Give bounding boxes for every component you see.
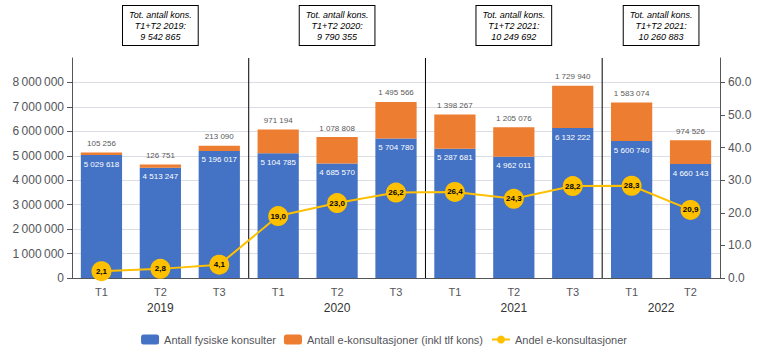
svg-text:5 029 618: 5 029 618 (84, 160, 120, 169)
svg-text:2,1: 2,1 (96, 267, 108, 276)
svg-text:T2: T2 (684, 286, 697, 298)
svg-text:1 398 267: 1 398 267 (437, 101, 473, 110)
svg-text:Tot. antall kons.: Tot. antall kons. (306, 10, 369, 20)
svg-text:1 729 940: 1 729 940 (555, 72, 591, 81)
svg-text:Tot. antall kons.: Tot. antall kons. (129, 10, 192, 20)
svg-text:6 132 222: 6 132 222 (555, 133, 591, 142)
svg-text:6 000 000: 6 000 000 (12, 124, 64, 138)
svg-text:105 256: 105 256 (87, 139, 116, 148)
svg-text:5 287 681: 5 287 681 (437, 153, 473, 162)
svg-text:T2: T2 (331, 286, 344, 298)
svg-text:T1+T2 2021:: T1+T2 2021: (635, 21, 687, 31)
svg-text:1 583 074: 1 583 074 (614, 89, 650, 98)
svg-text:1 078 808: 1 078 808 (319, 124, 355, 133)
svg-text:T3: T3 (213, 286, 226, 298)
svg-text:974 526: 974 526 (676, 127, 705, 136)
svg-text:Antall fysiske konsulter: Antall fysiske konsulter (164, 334, 276, 346)
svg-text:20,9: 20,9 (683, 205, 699, 214)
svg-text:60.0: 60.0 (728, 75, 752, 89)
svg-text:20.0: 20.0 (728, 206, 752, 220)
svg-text:T1: T1 (272, 286, 285, 298)
svg-text:T1: T1 (625, 286, 638, 298)
svg-text:26,2: 26,2 (388, 188, 404, 197)
svg-text:2,8: 2,8 (155, 264, 167, 273)
svg-text:19,0: 19,0 (270, 212, 286, 221)
svg-text:10.0: 10.0 (728, 238, 752, 252)
svg-text:T3: T3 (390, 286, 403, 298)
svg-text:126 751: 126 751 (146, 151, 175, 160)
svg-text:1 495 566: 1 495 566 (378, 88, 414, 97)
svg-text:5 104 785: 5 104 785 (260, 158, 296, 167)
svg-text:23,0: 23,0 (329, 199, 345, 208)
svg-text:T2: T2 (507, 286, 520, 298)
svg-text:1 205 076: 1 205 076 (496, 114, 532, 123)
svg-text:26,4: 26,4 (447, 187, 463, 196)
svg-text:10 260 883: 10 260 883 (639, 32, 684, 42)
svg-text:T1: T1 (95, 286, 108, 298)
svg-text:Tot. antall kons.: Tot. antall kons. (630, 10, 693, 20)
svg-text:T1+T2 2019:: T1+T2 2019: (135, 21, 187, 31)
svg-text:T2: T2 (154, 286, 167, 298)
svg-text:2 000 000: 2 000 000 (12, 222, 64, 236)
svg-text:Antall e-konsultasjoner (inkl: Antall e-konsultasjoner (inkl tlf kons) (307, 334, 483, 346)
svg-text:5 000 000: 5 000 000 (12, 149, 64, 163)
svg-text:4 962 011: 4 962 011 (496, 161, 532, 170)
svg-text:4 660 143: 4 660 143 (673, 169, 709, 178)
svg-text:50.0: 50.0 (728, 108, 752, 122)
svg-text:0: 0 (57, 271, 64, 285)
svg-text:24,3: 24,3 (506, 194, 522, 203)
svg-text:3 000 000: 3 000 000 (12, 198, 64, 212)
svg-text:4,1: 4,1 (214, 260, 226, 269)
svg-text:9 790 355: 9 790 355 (317, 32, 358, 42)
svg-text:9 542 865: 9 542 865 (140, 32, 181, 42)
svg-text:2022: 2022 (648, 301, 675, 315)
svg-text:10 249 692: 10 249 692 (491, 32, 536, 42)
svg-text:5 704 780: 5 704 780 (378, 143, 414, 152)
svg-text:0.0: 0.0 (728, 271, 745, 285)
svg-text:30.0: 30.0 (728, 173, 752, 187)
svg-text:28,2: 28,2 (565, 182, 581, 191)
svg-text:28,3: 28,3 (624, 181, 640, 190)
svg-text:213 090: 213 090 (205, 132, 234, 141)
svg-text:T1: T1 (448, 286, 461, 298)
svg-text:1 000 000: 1 000 000 (12, 247, 64, 261)
svg-text:5 600 740: 5 600 740 (614, 146, 650, 155)
svg-text:4 685 570: 4 685 570 (319, 168, 355, 177)
svg-text:2019: 2019 (147, 301, 174, 315)
svg-text:4 000 000: 4 000 000 (12, 173, 64, 187)
svg-text:7 000 000: 7 000 000 (12, 100, 64, 114)
svg-text:Tot. antall kons.: Tot. antall kons. (482, 10, 545, 20)
svg-text:Andel e-konsultasjoner: Andel e-konsultasjoner (515, 334, 627, 346)
svg-text:4 513 247: 4 513 247 (143, 172, 179, 181)
svg-text:T1+T2 2021:: T1+T2 2021: (488, 21, 540, 31)
svg-text:2020: 2020 (324, 301, 351, 315)
svg-text:8 000 000: 8 000 000 (12, 75, 64, 89)
svg-text:40.0: 40.0 (728, 141, 752, 155)
svg-text:971 194: 971 194 (264, 116, 293, 125)
svg-text:5 196 017: 5 196 017 (201, 155, 237, 164)
svg-text:T1+T2 2020:: T1+T2 2020: (311, 21, 363, 31)
svg-text:T3: T3 (566, 286, 579, 298)
svg-text:2021: 2021 (500, 301, 527, 315)
